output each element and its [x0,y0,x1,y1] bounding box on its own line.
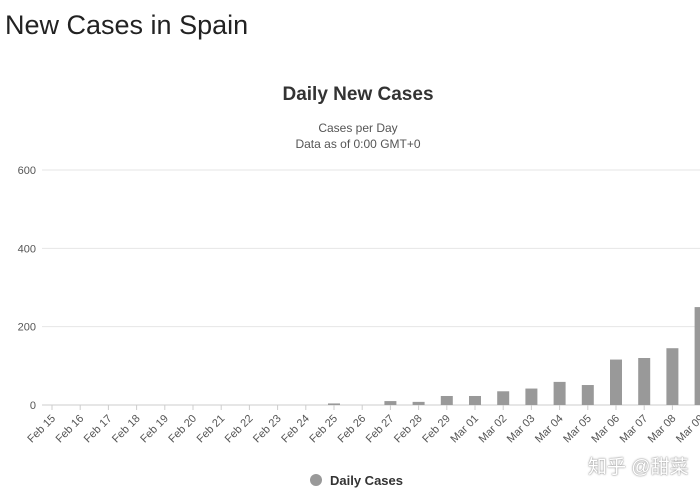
x-tick-label: Feb 25 [307,413,340,446]
x-tick-label: Feb 24 [279,413,312,446]
x-tick-label: Feb 21 [195,413,228,446]
page-title: ly New Cases in Spain [0,10,249,40]
x-tick-label: Mar 04 [533,413,566,446]
bar[interactable] [581,385,594,405]
x-tick-label: Feb 27 [364,413,397,446]
x-tick-label: Mar 09 [674,413,700,446]
x-tick-label: Feb 16 [54,413,87,446]
bar[interactable] [638,358,651,405]
x-tick-label: Feb 18 [110,413,143,446]
bar[interactable] [525,388,538,405]
x-tick-label: Mar 07 [618,413,651,446]
x-tick-label: Feb 28 [392,413,425,446]
bar[interactable] [440,395,453,405]
x-tick-label: Mar 08 [646,413,679,446]
y-axis: 0 200 400 600 [18,165,36,412]
bars [328,307,700,405]
bar[interactable] [610,359,622,405]
x-tick-label: Feb 19 [138,413,171,446]
bar[interactable] [497,391,510,405]
bar[interactable] [469,395,481,405]
y-tick-label: 400 [18,243,36,255]
x-tick-label: Mar 02 [477,413,510,446]
chart-title: Daily New Cases [282,84,434,105]
chart-subtitle-line-2: Data as of 0:00 GMT+0 [295,137,421,151]
bar[interactable] [384,401,397,405]
x-tick-label: Feb 26 [336,413,369,446]
x-tick-label: Mar 03 [505,413,538,446]
x-tick-label: Feb 20 [166,413,199,446]
x-tick-label: Mar 06 [589,413,622,446]
grid-lines [42,169,700,406]
y-tick-label: 200 [18,322,36,334]
legend-marker-daily-cases [310,474,322,486]
watermark: 知乎 @甜菜 [588,457,689,478]
legend[interactable]: Daily Cases [310,473,403,488]
bar[interactable] [694,307,700,405]
bar[interactable] [328,403,340,405]
legend-label-daily-cases: Daily Cases [330,473,403,488]
x-tick-label: Feb 23 [251,413,284,446]
chart-subtitle-line-1: Cases per Day [318,121,398,135]
y-tick-label: 0 [30,400,36,412]
x-tick-label: Feb 15 [25,413,58,446]
x-tick-label: Feb 29 [420,413,453,446]
bar[interactable] [412,401,425,405]
bar[interactable] [666,348,679,405]
y-tick-label: 600 [18,165,36,177]
x-tick-label: Mar 01 [448,413,481,446]
x-tick-label: Mar 05 [561,413,594,446]
x-tick-label: Feb 17 [82,413,115,446]
bar[interactable] [553,381,566,405]
x-tick-label: Feb 22 [223,413,256,446]
